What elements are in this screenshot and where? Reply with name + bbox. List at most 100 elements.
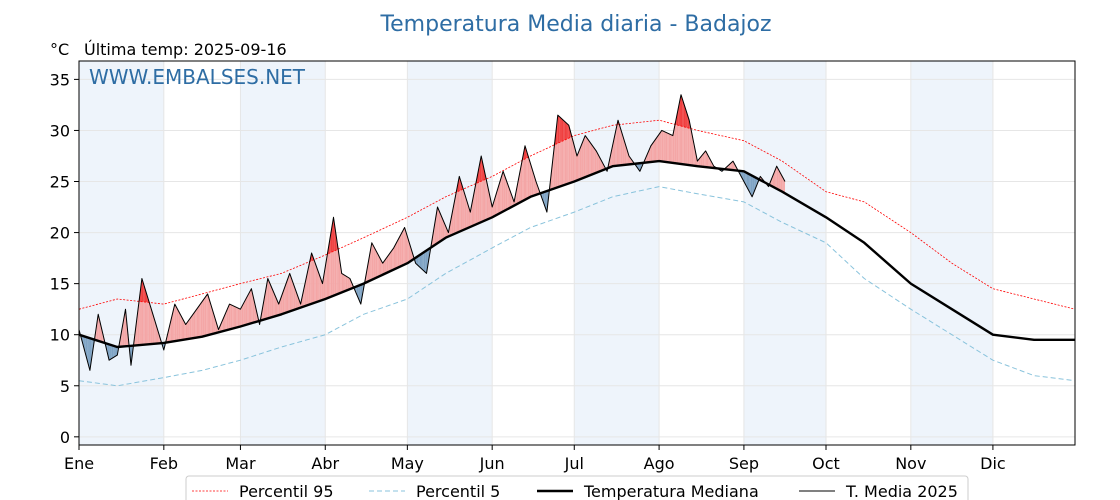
- y-tick-label: 35: [50, 70, 70, 89]
- fill-above-median: [531, 168, 534, 197]
- fill-above-median: [397, 237, 400, 268]
- fill-above-p95: [679, 94, 681, 127]
- fill-above-median: [200, 301, 203, 337]
- fill-above-median: [147, 296, 149, 345]
- fill-above-median: [780, 173, 783, 192]
- fill-above-median: [341, 273, 344, 293]
- last-temp-label: Última temp: 2025-09-16: [84, 40, 287, 59]
- fill-below-median: [748, 173, 750, 192]
- y-tick-label: 15: [50, 275, 70, 294]
- fill-above-median: [671, 134, 673, 163]
- fill-above-median: [252, 294, 255, 323]
- fill-above-median: [385, 257, 387, 274]
- fill-above-median: [386, 255, 389, 273]
- fill-above-median: [776, 166, 779, 190]
- fill-above-median: [497, 184, 500, 215]
- fill-above-median: [314, 260, 316, 303]
- fill-above-median: [245, 296, 248, 325]
- fill-above-median: [618, 120, 620, 166]
- x-tick-label: Oct: [812, 454, 840, 473]
- fill-above-median: [408, 240, 411, 263]
- fill-above-median: [650, 143, 653, 162]
- legend-label-2: Temperatura Mediana: [583, 482, 759, 500]
- fill-above-median: [191, 314, 193, 339]
- fill-above-median: [623, 138, 625, 165]
- x-tick-label: Jul: [564, 454, 584, 473]
- fill-below-median: [423, 251, 426, 273]
- fill-above-median: [575, 150, 577, 181]
- fill-above-median: [199, 303, 201, 338]
- y-tick-label: 5: [60, 377, 70, 396]
- y-tick-label: 30: [50, 121, 70, 140]
- fill-above-median: [170, 315, 173, 342]
- fill-above-median: [613, 133, 616, 167]
- y-tick-label: 25: [50, 173, 70, 192]
- fill-above-median: [690, 127, 692, 166]
- fill-above-median: [664, 131, 666, 162]
- x-tick-label: May: [391, 454, 424, 473]
- fill-above-median: [379, 258, 382, 276]
- fill-above-median: [622, 133, 624, 166]
- x-tick-label: Sep: [729, 454, 759, 473]
- y-tick-label: 10: [50, 326, 70, 345]
- fill-above-median: [395, 242, 397, 269]
- fill-above-median: [504, 175, 506, 211]
- fill-above-median: [577, 152, 579, 181]
- fill-above-p95: [141, 278, 144, 302]
- fill-above-median: [505, 178, 508, 210]
- fill-below-median: [109, 344, 111, 361]
- fill-above-median: [239, 308, 241, 327]
- fill-above-median: [184, 321, 186, 340]
- fill-above-median: [570, 130, 572, 183]
- fill-above-p95: [687, 115, 690, 129]
- fill-above-median: [318, 272, 320, 302]
- fill-below-median: [107, 343, 110, 361]
- fill-above-median: [182, 319, 185, 340]
- fill-above-median: [306, 272, 308, 306]
- fill-above-median: [519, 166, 521, 203]
- fill-above-median: [597, 153, 599, 173]
- fill-above-median: [370, 242, 372, 281]
- fill-above-median: [210, 302, 212, 335]
- fill-above-median: [173, 304, 175, 342]
- fill-above-p95: [560, 117, 562, 142]
- fill-above-median: [181, 316, 183, 341]
- fill-above-median: [660, 130, 662, 162]
- fill-above-p95: [478, 163, 480, 183]
- fill-above-median: [585, 135, 587, 178]
- fill-above-median: [672, 128, 675, 164]
- series-line-1: [78, 186, 1076, 387]
- fill-above-median: [496, 189, 498, 216]
- fill-above-median: [325, 258, 327, 299]
- fill-above-median: [771, 176, 773, 187]
- month-bands: [79, 61, 993, 445]
- y-axis-ticks: 0 5 10 15 20 25 30 35: [50, 70, 79, 447]
- fill-above-median: [594, 148, 597, 174]
- fill-above-median: [581, 142, 583, 179]
- fill-above-median: [172, 309, 174, 342]
- fill-below-median: [753, 176, 755, 194]
- fill-below-median: [360, 284, 363, 305]
- fill-above-median: [345, 275, 348, 291]
- fill-above-median: [319, 275, 322, 301]
- fill-above-median: [291, 277, 293, 311]
- fill-above-median: [462, 185, 464, 231]
- fill-above-median: [208, 298, 211, 335]
- fill-above-median: [228, 304, 230, 330]
- fill-above-median: [148, 300, 151, 345]
- fill-below-median: [545, 191, 547, 213]
- fill-above-median: [441, 216, 443, 241]
- fill-below-median: [88, 337, 90, 371]
- fill-above-median: [232, 305, 234, 329]
- fill-above-median: [226, 307, 229, 331]
- watermark: WWW.EMBALSES.NET: [89, 65, 306, 89]
- fill-above-p95: [680, 94, 683, 127]
- fill-above-median: [405, 231, 408, 264]
- fill-above-median: [401, 230, 404, 266]
- fill-above-median: [592, 145, 594, 175]
- fill-above-median: [500, 175, 502, 213]
- fill-above-median: [501, 171, 504, 213]
- fill-above-median: [396, 240, 398, 269]
- fill-below-median: [419, 254, 422, 269]
- fill-above-median: [251, 288, 253, 324]
